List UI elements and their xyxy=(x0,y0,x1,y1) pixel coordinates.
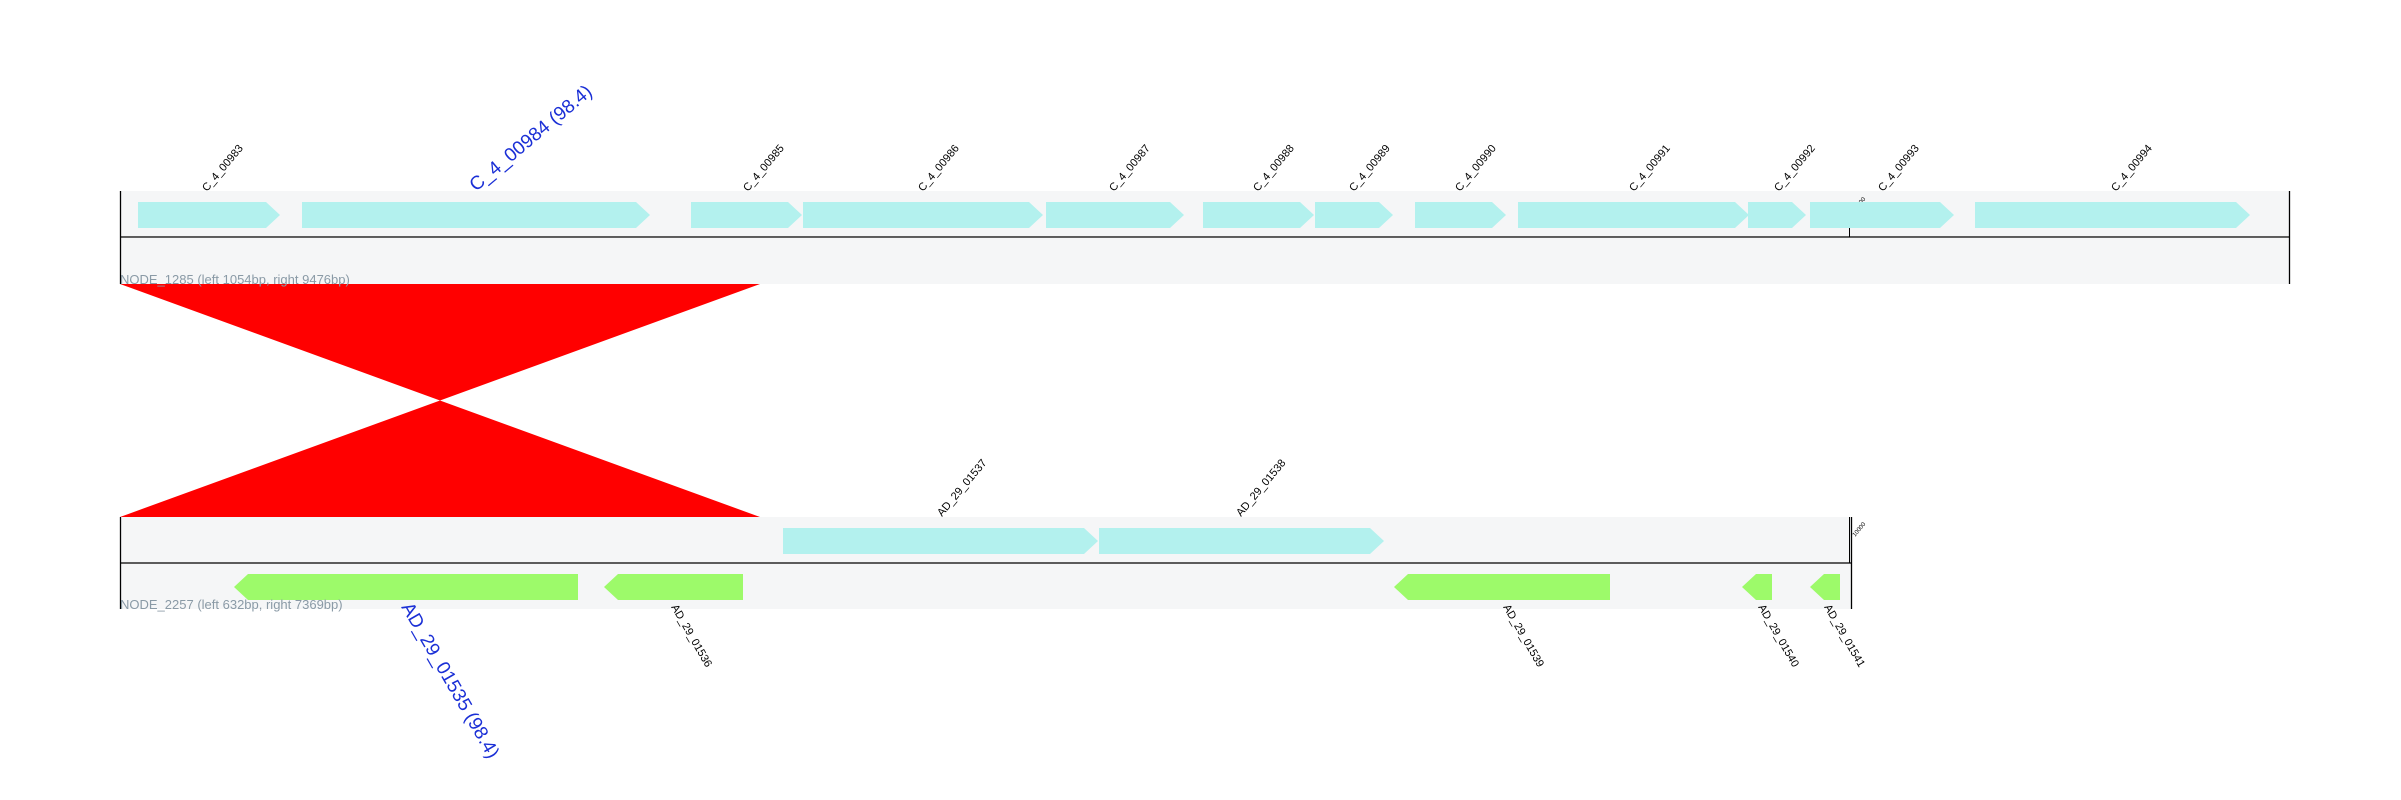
gene-label: C_4_00991 xyxy=(1627,143,1673,194)
gene-arrow[interactable] xyxy=(604,574,743,600)
top-node-label: NODE_1285 (left 1054bp, right 9476bp) xyxy=(120,272,350,287)
gene-label: C_4_00993 xyxy=(1876,143,1922,194)
gene-arrow[interactable] xyxy=(803,202,1043,228)
gene-label: C_4_00988 xyxy=(1251,143,1297,194)
gene-label: C_4_00985 xyxy=(741,143,787,194)
gene-label: C_4_00989 xyxy=(1347,143,1393,194)
gene-label-highlight: C_4_00984 (98.4) xyxy=(466,81,597,196)
gene-arrow[interactable] xyxy=(1315,202,1393,228)
gene-label: C_4_00986 xyxy=(916,143,962,194)
gene-arrow[interactable] xyxy=(302,202,650,228)
gene-arrow[interactable] xyxy=(1748,202,1806,228)
gene-arrow[interactable] xyxy=(691,202,802,228)
gene-label: C_4_00992 xyxy=(1772,143,1818,194)
gene-arrow[interactable] xyxy=(1203,202,1314,228)
gene-label: AD_29_01537 xyxy=(935,457,989,519)
gene-label: C_4_00983 xyxy=(200,143,246,194)
bottom-node-label: NODE_2257 (left 632bp, right 7369bp) xyxy=(120,597,343,612)
gene-label: C_4_00987 xyxy=(1107,143,1153,194)
gene-label: AD_29_01539 xyxy=(1500,603,1546,670)
gene-arrow[interactable] xyxy=(1394,574,1610,600)
gene-arrow[interactable] xyxy=(1046,202,1184,228)
gene-arrow[interactable] xyxy=(1415,202,1506,228)
gene-arrow[interactable] xyxy=(1742,574,1772,600)
gene-arrow[interactable] xyxy=(138,202,280,228)
gene-label: AD_29_01540 xyxy=(1755,603,1801,670)
gene-label-highlight: AD_29_01535 (98.4) xyxy=(397,599,503,762)
gene-arrow[interactable] xyxy=(1099,528,1384,554)
gene-arrow[interactable] xyxy=(1975,202,2250,228)
bottom-track-cut-label: 10000 xyxy=(1852,521,1868,538)
gene-arrow[interactable] xyxy=(783,528,1098,554)
gene-label: AD_29_01541 xyxy=(1821,603,1867,670)
gene-label: AD_29_01536 xyxy=(668,603,714,670)
gene-arrow[interactable] xyxy=(1810,574,1840,600)
gene-label: C_4_00990 xyxy=(1453,143,1499,194)
gene-label: AD_29_01538 xyxy=(1234,457,1288,519)
gene-label: C_4_00994 xyxy=(2109,143,2155,194)
homology-link xyxy=(120,284,760,517)
top-track-band-lower xyxy=(120,238,2290,284)
gene-arrow[interactable] xyxy=(1810,202,1954,228)
gene-arrow[interactable] xyxy=(1518,202,1749,228)
gene-arrow[interactable] xyxy=(234,574,578,600)
